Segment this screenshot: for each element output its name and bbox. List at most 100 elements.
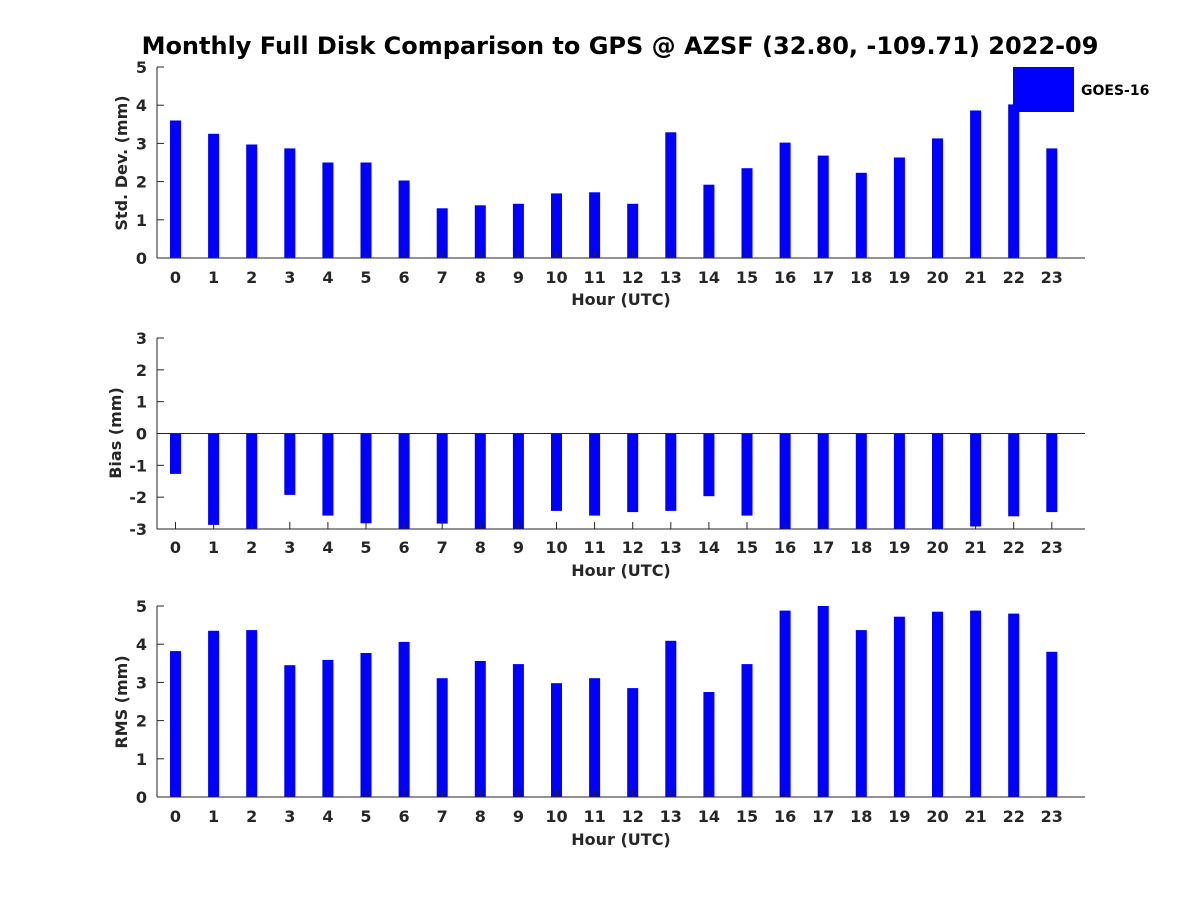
- x-tick-label-std: 11: [583, 268, 605, 287]
- bar-std-hour-6: [398, 180, 410, 258]
- x-tick-label-bias: 20: [926, 538, 948, 557]
- x-tick-label-rms: 12: [622, 807, 644, 826]
- bar-std-hour-0: [170, 120, 181, 258]
- x-tick-label-bias: 23: [1041, 538, 1063, 557]
- x-tick-label-rms: 22: [1003, 807, 1025, 826]
- y-axis-label-std-dev: Std. Dev. (mm): [112, 95, 131, 230]
- x-tick-label-bias: 21: [964, 538, 986, 557]
- x-tick-label-std: 13: [660, 268, 682, 287]
- y-tick-label-bias: -3: [129, 520, 147, 539]
- x-tick-label-rms: 20: [926, 807, 948, 826]
- y-tick-label-std: 4: [136, 96, 147, 115]
- bar-std-hour-10: [551, 193, 562, 258]
- x-tick-label-std: 15: [736, 268, 758, 287]
- x-tick-label-rms: 16: [774, 807, 796, 826]
- y-tick-label-bias: 1: [136, 393, 147, 412]
- y-tick-label-bias: 0: [136, 425, 147, 444]
- x-tick-label-rms: 5: [360, 807, 371, 826]
- y-tick-label-bias: -1: [129, 456, 147, 475]
- bar-bias-hour-21: [970, 433, 982, 527]
- bar-std-hour-2: [246, 144, 258, 258]
- bar-rms-hour-10: [551, 683, 562, 797]
- x-tick-label-bias: 8: [475, 538, 486, 557]
- x-axis-label-std-dev: Hour (UTC): [571, 290, 671, 309]
- bar-bias-hour-7: [436, 433, 448, 524]
- bar-rms-hour-7: [436, 678, 448, 797]
- y-tick-label-rms: 4: [136, 635, 147, 654]
- bar-rms-hour-3: [284, 665, 296, 797]
- x-tick-label-rms: 21: [964, 807, 986, 826]
- x-axis-label-rms: Hour (UTC): [571, 830, 671, 849]
- bar-bias-hour-9: [512, 433, 524, 529]
- x-tick-label-bias: 0: [170, 538, 181, 557]
- y-tick-label-rms: 1: [136, 750, 147, 769]
- x-tick-label-rms: 7: [437, 807, 448, 826]
- bar-bias-hour-17: [817, 433, 829, 529]
- bar-std-hour-13: [665, 132, 677, 258]
- x-tick-label-std: 17: [812, 268, 834, 287]
- bar-bias-hour-10: [551, 433, 562, 511]
- x-tick-label-std: 8: [475, 268, 486, 287]
- bar-bias-hour-1: [208, 433, 220, 525]
- x-tick-label-rms: 17: [812, 807, 834, 826]
- x-tick-label-rms: 10: [545, 807, 567, 826]
- bar-std-hour-11: [589, 192, 601, 258]
- x-tick-label-rms: 19: [888, 807, 910, 826]
- bar-std-hour-4: [322, 162, 334, 258]
- x-tick-label-std: 3: [284, 268, 295, 287]
- bar-bias-hour-19: [893, 433, 905, 529]
- x-tick-label-rms: 1: [208, 807, 219, 826]
- x-tick-label-bias: 6: [399, 538, 410, 557]
- x-tick-label-bias: 14: [698, 538, 720, 557]
- bar-bias-hour-12: [627, 433, 639, 513]
- x-tick-label-rms: 2: [246, 807, 257, 826]
- bar-rms-hour-9: [512, 664, 524, 797]
- x-tick-label-rms: 9: [513, 807, 524, 826]
- legend: GOES-16: [1013, 67, 1149, 112]
- x-tick-label-std: 0: [170, 268, 181, 287]
- bar-bias-hour-13: [665, 433, 677, 511]
- x-tick-label-std: 20: [926, 268, 948, 287]
- bar-rms-hour-12: [627, 688, 639, 797]
- x-tick-label-std: 7: [437, 268, 448, 287]
- x-tick-label-std: 6: [399, 268, 410, 287]
- x-tick-label-rms: 8: [475, 807, 486, 826]
- x-tick-label-std: 9: [513, 268, 524, 287]
- x-tick-label-std: 2: [246, 268, 257, 287]
- x-tick-label-bias: 19: [888, 538, 910, 557]
- bar-rms-hour-22: [1008, 613, 1020, 797]
- chart-title: Monthly Full Disk Comparison to GPS @ AZ…: [142, 32, 1099, 60]
- bar-std-hour-8: [474, 205, 486, 258]
- bar-bias-hour-4: [322, 433, 334, 516]
- bar-std-hour-1: [208, 133, 220, 258]
- bar-std-hour-12: [627, 203, 639, 258]
- x-tick-label-std: 4: [322, 268, 333, 287]
- x-tick-label-std: 1: [208, 268, 219, 287]
- x-tick-label-std: 18: [850, 268, 872, 287]
- bar-rms-hour-2: [246, 630, 258, 797]
- bar-rms-hour-21: [970, 610, 982, 797]
- x-tick-label-rms: 18: [850, 807, 872, 826]
- x-tick-label-rms: 4: [322, 807, 333, 826]
- bar-std-hour-3: [284, 148, 296, 258]
- x-tick-label-bias: 18: [850, 538, 872, 557]
- x-tick-label-bias: 4: [322, 538, 333, 557]
- y-tick-label-std: 5: [136, 58, 147, 77]
- y-tick-label-std: 2: [136, 173, 147, 192]
- bar-rms-hour-8: [474, 661, 486, 797]
- y-tick-label-rms: 0: [136, 788, 147, 807]
- bar-rms-hour-4: [322, 659, 334, 797]
- bar-bias-hour-3: [284, 433, 296, 495]
- x-tick-label-rms: 23: [1041, 807, 1063, 826]
- bar-rms-hour-18: [855, 630, 867, 797]
- bar-std-hour-23: [1046, 148, 1058, 258]
- y-tick-label-bias: 2: [136, 361, 147, 380]
- x-tick-label-bias: 16: [774, 538, 796, 557]
- bar-rms-hour-1: [208, 630, 220, 797]
- bar-bias-hour-14: [703, 433, 715, 497]
- bar-std-hour-15: [741, 168, 753, 258]
- x-tick-label-bias: 22: [1003, 538, 1025, 557]
- x-tick-label-rms: 3: [284, 807, 295, 826]
- bar-bias-hour-2: [246, 433, 258, 529]
